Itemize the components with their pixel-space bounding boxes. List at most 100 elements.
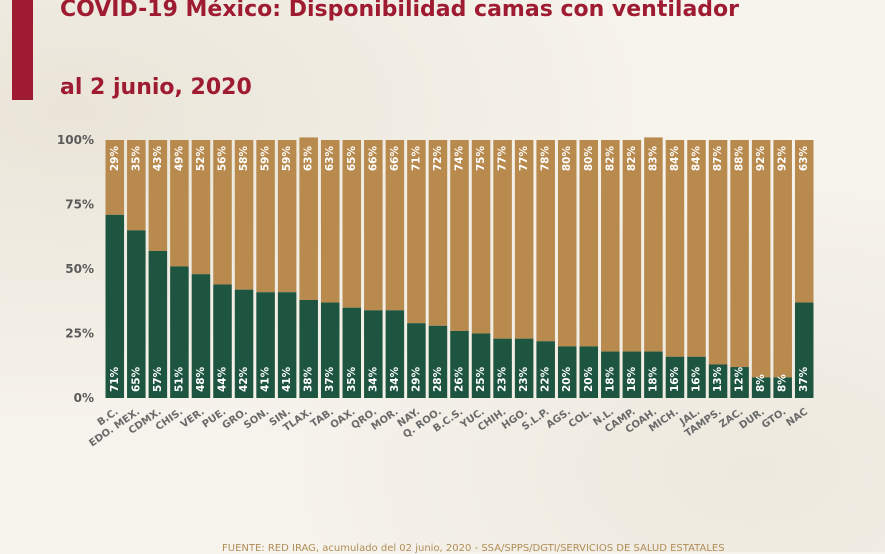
bar-occupied-value-label: 18% [626,366,638,392]
bar-occupied-segment [773,377,792,398]
bar-occupied-value-label: 48% [195,366,207,392]
bar-available-value-label: 43% [152,146,164,172]
bar-occupied-segment [794,302,814,398]
bar-occupied-value-label: 25% [475,366,487,392]
bar-available-segment [450,140,469,331]
bar-occupied-value-label: 34% [367,366,379,392]
bar-occupied-value-label: 22% [540,366,552,392]
bar-occupied-value-label: 18% [647,366,659,392]
bar-occupied-value-label: 29% [410,366,422,392]
bar-available-segment [536,140,555,342]
bar-available-segment [557,140,577,347]
bar-available-segment [644,137,663,352]
bar-occupied-value-label: 16% [691,366,703,392]
bar-available-value-label: 59% [281,146,293,172]
bar-available-segment [105,140,125,215]
bar-available-value-label: 80% [583,146,595,172]
bar-occupied-segment [536,341,555,398]
bar-available-segment [708,140,728,365]
bar-occupied-segment [170,266,189,398]
bar-occupied-segment [342,307,362,398]
bar-available-segment [471,140,491,334]
bar-available-segment [342,140,362,308]
bar-occupied-value-label: 51% [173,366,185,392]
source-note: FUENTE: RED IRAG, acumulado del 02 junio… [222,543,725,554]
bar-occupied-segment [234,289,254,398]
bar-available-value-label: 75% [475,146,487,172]
bar-available-segment [385,140,405,311]
bar-occupied-value-label: 23% [497,366,509,392]
bar-available-value-label: 63% [798,146,810,172]
bar-available-value-label: 72% [432,146,444,172]
bar-available-value-label: 66% [367,146,379,172]
bar-occupied-segment [256,292,275,398]
bar-occupied-segment [127,230,146,398]
bar-available-segment [256,140,275,293]
bar-available-segment [191,140,211,275]
x-category-label: AGS. [545,406,573,430]
bar-available-value-label: 74% [454,146,466,172]
bar-occupied-value-label: 12% [734,366,746,392]
bar-occupied-value-label: 44% [217,366,229,392]
y-tick-label: 0% [74,391,94,405]
bar-occupied-segment [514,338,534,398]
bar-occupied-value-label: 18% [604,366,616,392]
bar-available-value-label: 59% [260,146,272,172]
bar-occupied-segment [471,333,491,398]
bar-occupied-value-label: 16% [669,366,681,392]
bar-occupied-segment [622,351,642,398]
bar-available-value-label: 84% [691,146,703,172]
bar-occupied-value-label: 42% [238,366,250,392]
bar-occupied-value-label: 13% [712,366,724,392]
bar-occupied-segment [277,292,297,398]
bar-available-value-label: 92% [755,146,767,172]
bar-occupied-value-label: 71% [109,366,121,392]
bar-available-value-label: 78% [540,146,552,172]
bar-available-segment [170,140,189,267]
y-tick-label: 75% [65,198,94,212]
y-tick-label: 50% [65,262,94,276]
bar-occupied-value-label: 23% [518,366,530,392]
bar-available-value-label: 66% [389,146,401,172]
bar-available-segment [213,140,232,285]
bar-available-segment [794,140,814,303]
x-category-label: COL. [567,406,595,430]
bar-occupied-value-label: 41% [281,366,293,392]
bar-available-value-label: 56% [217,146,229,172]
bar-available-value-label: 88% [734,146,746,172]
x-category-label: SON. [242,406,271,431]
bar-available-value-label: 82% [604,146,616,172]
bar-occupied-segment [191,274,211,398]
bar-occupied-segment [213,284,232,398]
bar-available-value-label: 49% [173,146,185,172]
bar-available-value-label: 58% [238,146,250,172]
bar-occupied-value-label: 35% [346,366,358,392]
bar-available-segment [493,140,512,339]
bar-available-segment [299,137,318,300]
bar-occupied-value-label: 28% [432,366,444,392]
bar-available-value-label: 29% [109,146,121,172]
bar-occupied-segment [730,367,749,398]
bar-available-segment [407,140,426,324]
bar-available-value-label: 80% [561,146,573,172]
x-category-label: VER. [179,406,207,430]
bar-available-segment [277,140,297,293]
bar-available-value-label: 63% [324,146,336,172]
bar-available-segment [687,140,706,357]
bar-available-value-label: 92% [777,146,789,172]
x-category-label: NAC [784,406,810,428]
bar-occupied-value-label: 8% [777,374,789,392]
bar-occupied-segment [751,377,771,398]
bar-occupied-value-label: 41% [260,366,272,392]
y-tick-label: 100% [57,133,94,147]
bar-available-value-label: 35% [130,146,142,172]
bar-occupied-segment [644,351,663,398]
bar-available-value-label: 84% [669,146,681,172]
bar-occupied-value-label: 8% [755,374,767,392]
bar-occupied-value-label: 26% [454,366,466,392]
bar-occupied-segment [148,250,168,398]
bar-available-value-label: 71% [410,146,422,172]
bar-available-value-label: 63% [303,146,315,172]
bar-occupied-value-label: 34% [389,366,401,392]
page-subtitle-date: al 2 junio, 2020 [60,75,252,100]
